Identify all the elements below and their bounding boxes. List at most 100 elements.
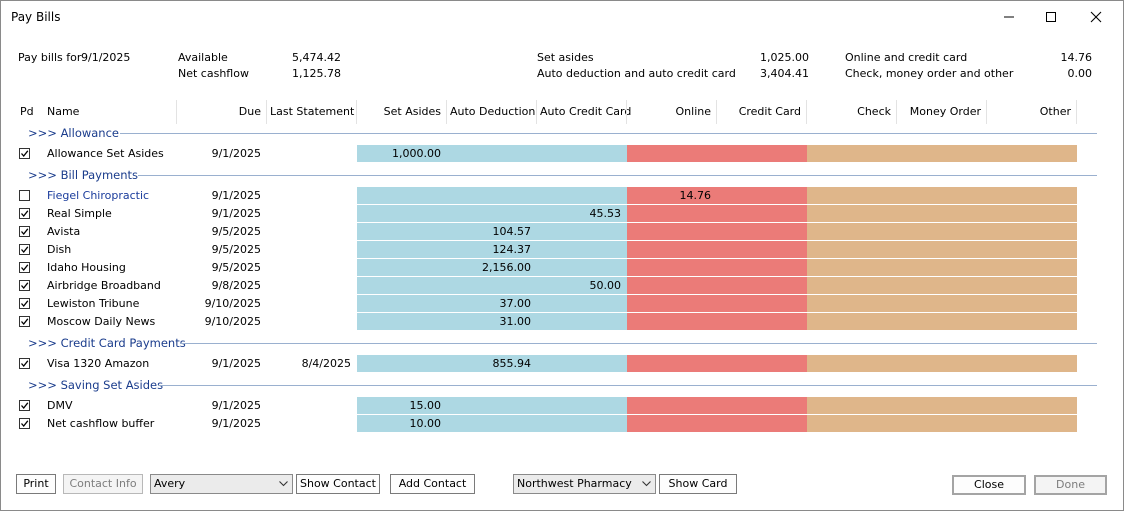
- table-row[interactable]: Dish 9/5/2025 124.37: [0, 241, 1124, 259]
- table-row[interactable]: Net cashflow buffer 9/1/2025 10.00: [0, 415, 1124, 433]
- set-asides-band: [357, 187, 627, 204]
- minimize-button[interactable]: [986, 2, 1032, 32]
- add-contact-button[interactable]: Add Contact: [390, 474, 475, 494]
- bill-due: 9/10/2025: [204, 297, 261, 310]
- set-asides-band: [357, 313, 627, 330]
- paid-checkbox[interactable]: [19, 226, 30, 237]
- maximize-icon: [1046, 12, 1056, 22]
- close-window-button[interactable]: [1073, 2, 1119, 32]
- table-row[interactable]: Airbridge Broadband 9/8/2025 50.00: [0, 277, 1124, 295]
- bill-name-link[interactable]: Fiegel Chiropractic: [47, 189, 150, 202]
- paid-checkbox[interactable]: [19, 358, 30, 369]
- bill-amount[interactable]: 855.94: [492, 357, 532, 370]
- paid-checkbox[interactable]: [19, 262, 30, 273]
- bill-amount[interactable]: 10.00: [409, 417, 442, 430]
- check-band: [807, 241, 1077, 258]
- paid-checkbox[interactable]: [19, 244, 30, 255]
- bill-amount[interactable]: 104.57: [492, 225, 532, 238]
- check-band: [807, 355, 1077, 372]
- show-card-button[interactable]: Show Card: [659, 474, 737, 494]
- bill-amount[interactable]: 2,156.00: [482, 261, 531, 274]
- checkmark-icon: [21, 300, 29, 308]
- table-row[interactable]: Visa 1320 Amazon 9/1/2025 8/4/2025 855.9…: [0, 355, 1124, 373]
- contact-info-button[interactable]: Contact Info: [63, 474, 143, 494]
- set-asides-band: [357, 223, 627, 240]
- online-band: [627, 313, 807, 330]
- bill-amount[interactable]: 124.37: [492, 243, 532, 256]
- contact-select-value: Avery: [154, 477, 186, 490]
- maximize-button[interactable]: [1028, 2, 1074, 32]
- net-cashflow-value: 1,125.78: [292, 67, 341, 80]
- paid-checkbox[interactable]: [19, 148, 30, 159]
- col-credit-card[interactable]: Credit Card: [738, 105, 801, 118]
- col-due[interactable]: Due: [238, 105, 261, 118]
- checkmark-icon: [21, 210, 29, 218]
- online-credit-value: 14.76: [1060, 51, 1093, 64]
- col-other[interactable]: Other: [1039, 105, 1071, 118]
- bill-due: 9/1/2025: [211, 207, 261, 220]
- col-last-statement[interactable]: Last Statement: [270, 105, 355, 118]
- online-band: [627, 277, 807, 294]
- bill-amount[interactable]: 31.00: [499, 315, 532, 328]
- bill-name: Avista: [47, 225, 81, 238]
- paid-checkbox[interactable]: [19, 400, 30, 411]
- bill-name: Net cashflow buffer: [47, 417, 155, 430]
- checkmark-icon: [21, 282, 29, 290]
- col-name[interactable]: Name: [47, 105, 80, 118]
- paid-checkbox[interactable]: [19, 316, 30, 327]
- col-auto-deduction[interactable]: Auto Deduction: [450, 105, 536, 118]
- group-divider: [120, 133, 1097, 134]
- table-row[interactable]: Moscow Daily News 9/10/2025 31.00: [0, 313, 1124, 331]
- online-credit-label: Online and credit card: [845, 51, 968, 64]
- bill-name: Visa 1320 Amazon: [47, 357, 150, 370]
- table-row[interactable]: Fiegel Chiropractic 9/1/2025 14.76: [0, 187, 1124, 205]
- bill-name: Moscow Daily News: [47, 315, 156, 328]
- set-asides-band: [357, 277, 627, 294]
- check-band: [807, 397, 1077, 414]
- table-row[interactable]: Real Simple 9/1/2025 45.53: [0, 205, 1124, 223]
- online-band: [627, 355, 807, 372]
- table-row[interactable]: Allowance Set Asides 9/1/2025 1,000.00: [0, 145, 1124, 163]
- table-row[interactable]: Avista 9/5/2025 104.57: [0, 223, 1124, 241]
- bill-amount[interactable]: 1,000.00: [392, 147, 441, 160]
- col-money-order[interactable]: Money Order: [909, 105, 981, 118]
- paid-checkbox[interactable]: [19, 190, 30, 201]
- bill-amount[interactable]: 45.53: [589, 207, 622, 220]
- col-online[interactable]: Online: [675, 105, 711, 118]
- bill-amount[interactable]: 14.76: [679, 189, 712, 202]
- table-row[interactable]: Idaho Housing 9/5/2025 2,156.00: [0, 259, 1124, 277]
- col-check[interactable]: Check: [857, 105, 891, 118]
- bill-amount[interactable]: 50.00: [589, 279, 622, 292]
- paid-checkbox[interactable]: [19, 418, 30, 429]
- contact-select[interactable]: Avery: [150, 474, 293, 494]
- bill-name: DMV: [47, 399, 73, 412]
- chevron-down-icon: [279, 481, 288, 487]
- col-divider: [896, 100, 897, 124]
- col-divider: [356, 100, 357, 124]
- col-auto-credit-card[interactable]: Auto Credit Card: [540, 105, 632, 118]
- bill-due: 9/1/2025: [211, 357, 261, 370]
- col-pd[interactable]: Pd: [20, 105, 34, 118]
- bill-name: Airbridge Broadband: [47, 279, 161, 292]
- bill-amount[interactable]: 37.00: [499, 297, 532, 310]
- online-band: [627, 259, 807, 276]
- col-divider: [626, 100, 627, 124]
- done-button[interactable]: Done: [1034, 475, 1107, 495]
- net-cashflow-label: Net cashflow: [178, 67, 249, 80]
- col-set-asides[interactable]: Set Asides: [383, 105, 441, 118]
- set-asides-band: [357, 397, 627, 414]
- bill-due: 9/10/2025: [204, 315, 261, 328]
- bill-amount[interactable]: 15.00: [409, 399, 442, 412]
- group-divider: [138, 175, 1097, 176]
- checkmark-icon: [21, 246, 29, 254]
- show-contact-button[interactable]: Show Contact: [296, 474, 380, 494]
- paid-checkbox[interactable]: [19, 208, 30, 219]
- table-row[interactable]: Lewiston Tribune 9/10/2025 37.00: [0, 295, 1124, 313]
- close-button[interactable]: Close: [952, 475, 1026, 495]
- close-icon: [1090, 11, 1102, 23]
- paid-checkbox[interactable]: [19, 298, 30, 309]
- table-row[interactable]: DMV 9/1/2025 15.00: [0, 397, 1124, 415]
- paid-checkbox[interactable]: [19, 280, 30, 291]
- card-select[interactable]: Northwest Pharmacy: [513, 474, 656, 494]
- print-button[interactable]: Print: [16, 474, 56, 494]
